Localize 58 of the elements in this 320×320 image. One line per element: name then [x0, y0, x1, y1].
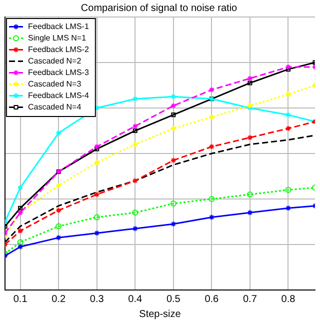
point [286, 67, 290, 72]
legend-label: Feedback LMS-2 [28, 44, 90, 54]
point [208, 144, 215, 150]
point [285, 91, 292, 98]
legend-label: Cascaded N=3 [28, 79, 82, 88]
point [17, 239, 24, 246]
legend-label: Single LMS N=1 [28, 33, 87, 42]
point [132, 123, 138, 130]
point [285, 186, 292, 193]
point [94, 230, 100, 236]
point [246, 191, 253, 198]
point [17, 244, 24, 250]
point [246, 75, 253, 82]
legend-label: Feedback LMS-3 [28, 68, 90, 77]
chart-title: Comparision of signal to noise ratio [80, 2, 238, 14]
x-tick-label: 0.2 [52, 294, 66, 305]
point [208, 196, 215, 202]
point [132, 141, 138, 148]
point [94, 160, 100, 166]
point [246, 102, 253, 109]
point [17, 228, 24, 234]
x-tick-label: 0.6 [204, 294, 220, 305]
point [132, 226, 138, 232]
legend-label: Feedback LMS-1 [28, 22, 90, 31]
point [94, 214, 100, 220]
point [248, 80, 252, 86]
point [18, 206, 23, 210]
point [170, 200, 176, 207]
point [208, 214, 215, 220]
x-tick-label: 0.4 [128, 294, 143, 305]
x-axis-title: Step-size [139, 308, 182, 320]
point [171, 112, 176, 118]
point [170, 102, 176, 109]
point [132, 128, 138, 134]
point [56, 182, 62, 188]
x-tick-label: 0.5 [166, 294, 181, 305]
point [94, 146, 100, 152]
point [132, 178, 138, 184]
point [170, 157, 176, 164]
x-tick-label: 0.3 [90, 294, 104, 305]
point [94, 144, 100, 150]
point [132, 210, 138, 216]
point [285, 112, 292, 118]
x-tick-label: 0.1 [13, 294, 28, 305]
point [246, 134, 253, 141]
point [285, 205, 292, 212]
legend-label: Cascaded N=2 [28, 56, 82, 66]
point [56, 207, 62, 214]
point [17, 184, 24, 191]
point [56, 223, 62, 230]
x-tick-label: 0.8 [281, 294, 296, 305]
point [56, 234, 62, 241]
x-tick-label: 0.7 [242, 294, 258, 305]
point [208, 86, 215, 93]
point [246, 210, 253, 216]
point [208, 114, 215, 120]
legend-label: Feedback LMS-4 [28, 90, 90, 100]
legend-label: Cascaded N=4 [28, 102, 82, 112]
